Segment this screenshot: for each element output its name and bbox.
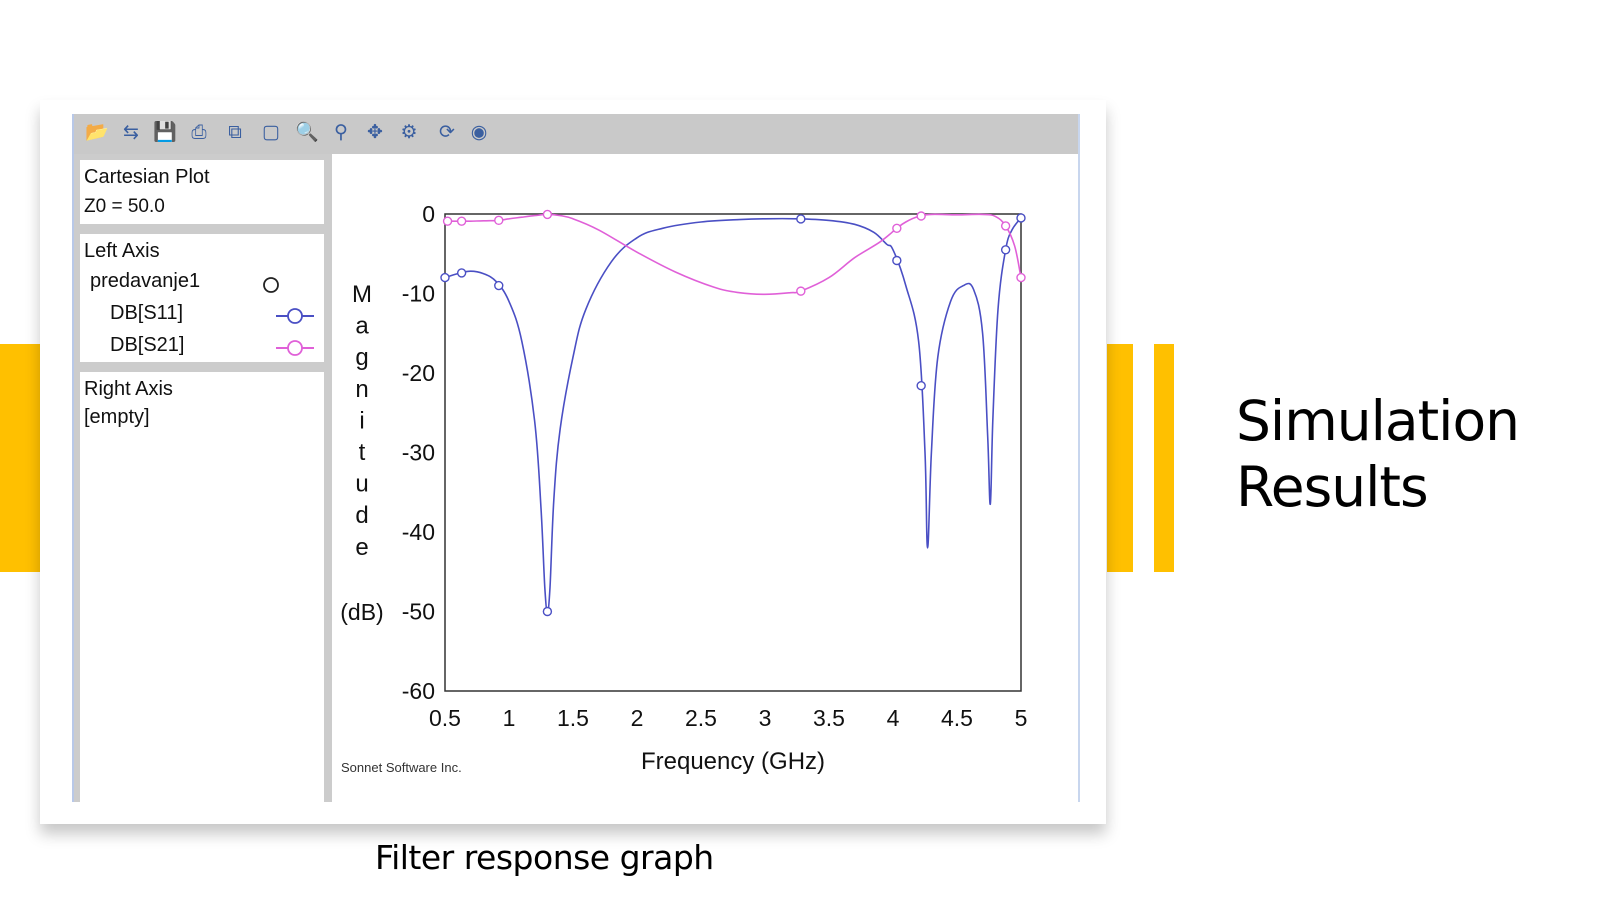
data-point-marker: [916, 211, 926, 221]
x-tick-label: 3: [759, 705, 772, 731]
x-tick-label: 3.5: [813, 705, 845, 731]
z0-label: Z0 = 50.0: [84, 196, 165, 217]
zoom-icon[interactable]: ⚲: [334, 122, 348, 143]
toolbar: 📂 ⇆ 💾 ⎙ ⧉ ▢ 🔍 ⚲ ✥ ⚙ ⟳ ◉: [74, 114, 1078, 154]
y-axis-unit: (dB): [340, 599, 383, 625]
stop-icon[interactable]: ◉: [470, 122, 488, 143]
y-tick-label: -30: [402, 440, 435, 466]
accent-bar-middle-2: [1154, 344, 1174, 572]
y-axis-label-letter: i: [359, 407, 364, 434]
y-axis-label-letter: t: [359, 439, 366, 466]
slide-title-line-1: Simulation: [1236, 389, 1520, 453]
data-point-marker: [542, 209, 553, 220]
plot-info-box: Cartesian Plot Z0 = 50.0: [80, 160, 324, 224]
x-tick-label: 5: [1015, 705, 1028, 731]
y-tick-label: 0: [422, 201, 435, 227]
data-point-marker: [542, 606, 553, 617]
y-axis-label-letter: M: [352, 281, 372, 308]
data-point-marker: [494, 215, 504, 226]
data-point-marker: [456, 216, 467, 226]
y-axis-label-letter: a: [355, 313, 369, 340]
y-tick-label: -20: [402, 360, 435, 386]
plot-area[interactable]: 0 -10 -20 -30 -40 -50 -60 0.5 1 1.5 2 2.5 3 3.5 4 4.5 5 F…: [338, 154, 1078, 802]
y-axis-label-letter: d: [355, 502, 368, 529]
y-axis-label-letter: e: [355, 534, 368, 561]
series-line-dbs21: [445, 213, 1022, 296]
sonnet-plot-window: 📂 ⇆ 💾 ⎙ ⧉ ▢ 🔍 ⚲ ✥ ⚙ ⟳ ◉ Cartesian Plot Z0 = 50.0 Le…: [72, 114, 1080, 802]
data-point-marker: [916, 381, 926, 391]
x-tick-label: 4: [887, 705, 900, 731]
data-point-marker: [1016, 272, 1026, 283]
project-name[interactable]: predavanje1: [90, 270, 201, 292]
x-axis-label: Frequency (GHz): [641, 748, 825, 775]
data-point-marker: [442, 216, 453, 226]
accent-bar-middle-1: [1107, 344, 1133, 572]
refresh-icon[interactable]: ⟳: [439, 122, 455, 143]
cartesian-chart: 0 -10 -20 -30 -40 -50 -600.5 1 1.5 2 2.5 3 3.5 4 4.5 5 F…: [340, 201, 1028, 775]
plot-frame: [444, 213, 1022, 692]
x-tick-label: 2: [631, 705, 644, 731]
data-point-marker: [494, 280, 504, 291]
y-axis-label-letter: g: [355, 344, 368, 371]
right-axis-box: Right Axis [empty]: [80, 372, 324, 802]
x-tick-label: 1.5: [557, 705, 589, 731]
left-axis-box: Left Axis predavanje1 DB[S11] DB[S21]: [80, 234, 324, 362]
data-point-marker: [1000, 245, 1011, 255]
x-tick-label: 1: [503, 705, 516, 731]
trace-s11-label[interactable]: DB[S11]: [110, 302, 183, 324]
save-icon[interactable]: 💾: [153, 122, 177, 143]
data-point-marker: [892, 223, 902, 234]
project-marker-icon: [263, 277, 279, 293]
data-point-marker: [1000, 221, 1011, 231]
trace-s21-label[interactable]: DB[S21]: [110, 334, 185, 356]
print-icon[interactable]: ⎙: [191, 122, 207, 143]
series-line-dbs11: [444, 217, 1022, 613]
right-axis-label: Right Axis: [84, 378, 173, 400]
settings-icon[interactable]: ⚙: [400, 122, 418, 143]
figure-caption: Filter response graph: [375, 838, 714, 877]
x-tick-label: 4.5: [941, 705, 973, 731]
data-point-marker: [796, 286, 806, 296]
y-axis-label-letter: n: [355, 376, 368, 403]
y-tick-label: -60: [402, 678, 435, 704]
slide-title-line-2: Results: [1236, 455, 1429, 519]
plot-info-panel: Cartesian Plot Z0 = 50.0 Left Axis preda…: [74, 154, 332, 802]
new-plot-icon[interactable]: ▢: [262, 122, 280, 143]
zoom-in-icon[interactable]: 🔍: [295, 122, 319, 143]
plot-type-label: Cartesian Plot: [84, 166, 210, 188]
slide-title: Simulation Results: [1236, 388, 1520, 520]
pan-icon[interactable]: ✥: [367, 122, 383, 143]
accent-bar-left: [0, 344, 40, 572]
data-point-marker: [440, 272, 450, 283]
y-tick-label: -50: [402, 599, 435, 625]
x-tick-label: 2.5: [685, 705, 717, 731]
y-tick-label: -40: [402, 519, 435, 545]
open-folder-icon[interactable]: 📂: [85, 122, 109, 143]
y-axis-label-letter: u: [355, 471, 368, 498]
data-point-marker: [1016, 213, 1026, 223]
sonnet-footer: Sonnet Software Inc.: [341, 760, 462, 775]
s11-legend-marker-icon: [276, 308, 314, 324]
import-icon[interactable]: ⇆: [123, 122, 139, 143]
data-point-marker: [892, 255, 902, 266]
y-tick-label: -10: [402, 281, 435, 307]
data-point-marker: [796, 214, 806, 224]
x-tick-label: 0.5: [429, 705, 461, 731]
data-point-marker: [456, 268, 467, 278]
s21-legend-marker-icon: [276, 340, 314, 356]
right-axis-value: [empty]: [84, 406, 150, 428]
left-axis-label: Left Axis: [84, 240, 160, 262]
copy-icon[interactable]: ⧉: [228, 122, 242, 143]
